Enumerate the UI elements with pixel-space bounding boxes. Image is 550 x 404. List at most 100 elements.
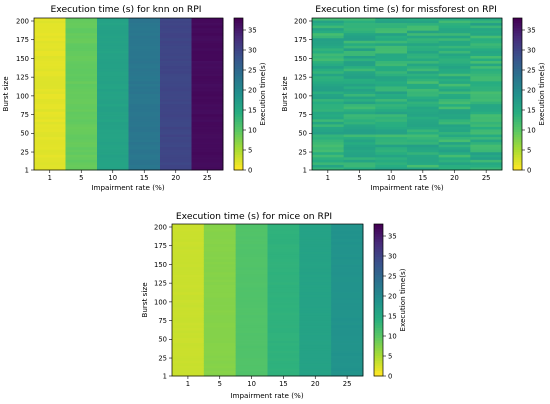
- heatmap-cell: [470, 116, 503, 120]
- heatmap-cell: [407, 30, 440, 34]
- colorbar-gradient-segment: [513, 68, 522, 72]
- heatmap-cell: [172, 338, 205, 341]
- heatmap-cell: [438, 20, 471, 24]
- colorbar-gradient-segment: [374, 234, 383, 238]
- heatmap-cell: [160, 126, 192, 130]
- colorbar-frame: [512, 17, 523, 171]
- heatmap-cell: [299, 246, 332, 250]
- heatmap-cell: [203, 320, 237, 324]
- heatmap-cell: [172, 358, 205, 362]
- heatmap-cell: [34, 149, 66, 153]
- heatmap-cell: [375, 18, 408, 21]
- heatmap-cell: [438, 147, 471, 151]
- heatmap-cell: [407, 121, 440, 125]
- heatmap-cell: [203, 254, 237, 258]
- heatmap-cell: [343, 124, 376, 128]
- heatmap-cell: [267, 353, 300, 357]
- heatmap-cell: [97, 68, 129, 72]
- heatmap-cell: [172, 302, 205, 306]
- heatmap-cell: [203, 360, 237, 364]
- heatmap-cell: [65, 68, 98, 72]
- heatmap-cell: [407, 116, 440, 120]
- heatmap-cell: [235, 373, 268, 377]
- heatmap-cell: [128, 73, 161, 77]
- colorbar-gradient-segment: [234, 111, 243, 115]
- heatmap-cell: [172, 305, 205, 308]
- heatmap-cell: [267, 338, 300, 341]
- heatmap-cell: [203, 332, 237, 336]
- heatmap-cell: [172, 325, 205, 329]
- heatmap-cell: [235, 327, 268, 331]
- heatmap-cell: [407, 109, 440, 113]
- heatmap-cell: [172, 229, 205, 232]
- heatmap-cell: [235, 256, 268, 260]
- heatmap-cell: [267, 317, 300, 321]
- heatmap-cell: [65, 142, 98, 146]
- heatmap-cell: [299, 322, 332, 326]
- heatmap-cell: [97, 40, 129, 44]
- heatmap-cell: [97, 91, 129, 95]
- heatmap-cell: [438, 48, 471, 52]
- heatmap-cell: [438, 124, 471, 128]
- heatmap-cell: [267, 234, 300, 238]
- heatmap-cell: [203, 350, 237, 354]
- heatmap-cell: [65, 134, 98, 138]
- heatmap-cell: [470, 35, 503, 39]
- heatmap-cell: [375, 73, 408, 77]
- colorbar-gradient-segment: [234, 88, 243, 92]
- heatmap-cell: [299, 236, 332, 240]
- heatmap-cell: [128, 126, 161, 130]
- heatmap-cell: [267, 358, 300, 362]
- heatmap-cell: [343, 43, 376, 47]
- colorbar-gradient-segment: [513, 56, 522, 60]
- heatmap-cell: [160, 164, 192, 168]
- heatmap-cell: [375, 101, 408, 105]
- heatmap-cell: [235, 363, 268, 367]
- heatmap-cell: [470, 144, 503, 148]
- heatmap-cell: [267, 310, 300, 314]
- heatmap-cell: [331, 292, 364, 296]
- heatmap-cell: [128, 40, 161, 44]
- heatmap-cell: [299, 365, 332, 369]
- heatmap-cell: [438, 73, 471, 77]
- heatmap-cell: [128, 96, 161, 100]
- heatmap-cell: [407, 134, 440, 138]
- heatmap-cell: [343, 162, 376, 166]
- heatmap-cell: [470, 154, 503, 158]
- heatmap-cell: [34, 101, 66, 105]
- colorbar-gradient-segment: [513, 116, 522, 120]
- colorbar-gradient-segment: [234, 71, 243, 75]
- heatmap-cell: [438, 83, 471, 87]
- heatmap-cell: [128, 33, 161, 37]
- heatmap-cell: [299, 343, 332, 346]
- heatmap-cell: [128, 116, 161, 120]
- heatmap-cell: [343, 33, 376, 37]
- colorbar-gradient-segment: [234, 56, 243, 60]
- heatmap-cell: [312, 167, 345, 171]
- heatmap-cell: [375, 38, 408, 42]
- heatmap-cell: [235, 310, 268, 314]
- heatmap-cell: [331, 340, 364, 344]
- heatmap-cell: [267, 241, 300, 245]
- colorbar-gradient-segment: [234, 147, 243, 151]
- heatmap-cell: [312, 96, 345, 100]
- heatmap-cell: [470, 71, 503, 75]
- heatmap-cell: [407, 104, 440, 108]
- heatmap-cell: [343, 129, 376, 133]
- heatmap-cell: [375, 114, 408, 118]
- heatmap-cell: [65, 144, 98, 148]
- heatmap-cell: [312, 147, 345, 151]
- heatmap-cell: [172, 274, 205, 278]
- colorbar-gradient-segment: [374, 246, 383, 250]
- heatmap-cell: [128, 142, 161, 146]
- y-tick-label: 175: [16, 36, 29, 44]
- heatmap-cell: [407, 81, 440, 85]
- heatmap-cell: [299, 373, 332, 377]
- heatmap-cell: [438, 154, 471, 158]
- heatmap-cell: [343, 94, 376, 97]
- heatmap-cell: [331, 365, 364, 369]
- heatmap-cell: [128, 124, 161, 128]
- heatmap-cell: [65, 20, 98, 24]
- plot-frame-mice: [171, 223, 364, 377]
- colorbar-tick-label: 10: [388, 332, 397, 340]
